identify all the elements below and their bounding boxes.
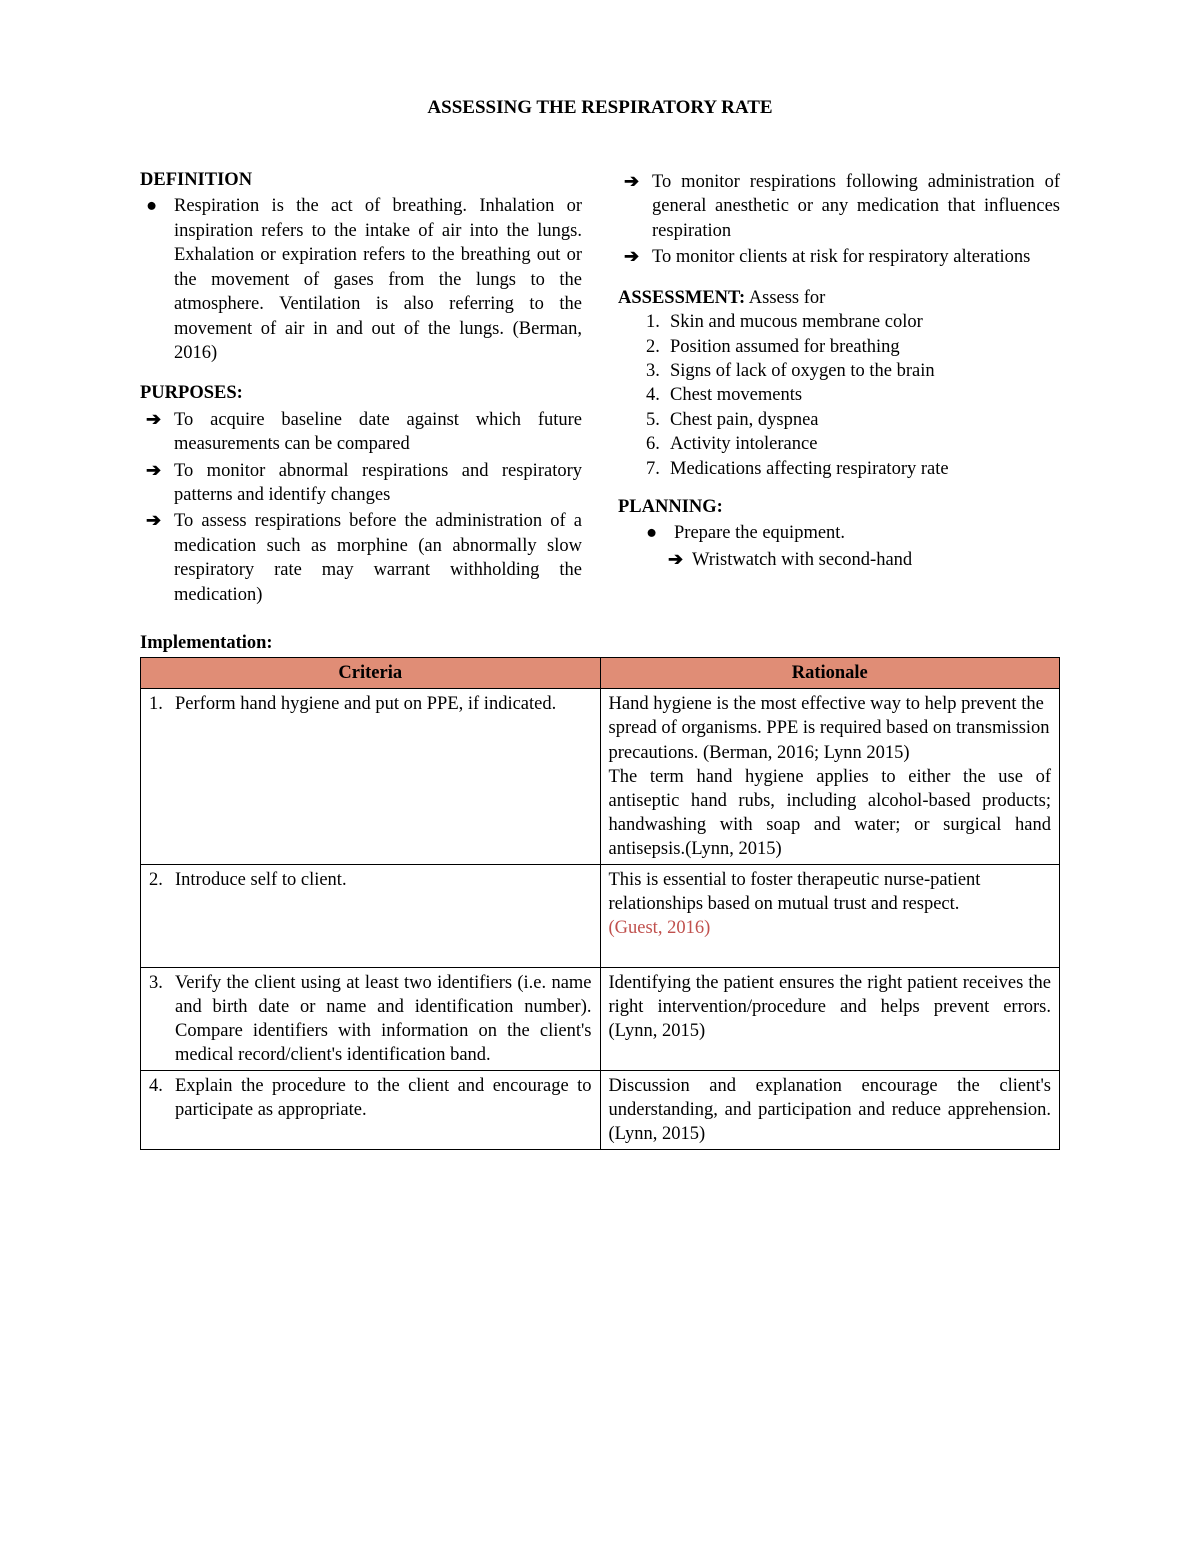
planning-bullet: ● Prepare the equipment. [640,521,1060,545]
planning-text: Prepare the equipment. [674,521,845,545]
list-item: 3.Signs of lack of oxygen to the brain [646,359,1060,383]
purpose-text: To monitor respirations following admini… [652,170,1060,243]
rationale-text-justified: Identifying the patient ensures the righ… [609,971,1052,1043]
rationale-text-justified: The term hand hygiene applies to either … [609,765,1052,861]
table-row: 1. Perform hand hygiene and put on PPE, … [141,689,1060,864]
left-column: DEFINITION ● Respiration is the act of b… [140,168,582,609]
criteria-text: Perform hand hygiene and put on PPE, if … [175,692,592,716]
rationale-cell: Discussion and explanation encourage the… [600,1071,1060,1150]
document-page: ASSESSING THE RESPIRATORY RATE DEFINITIO… [0,0,1200,1553]
planning-heading: PLANNING: [618,495,1060,519]
criteria-cell: 2. Introduce self to client. [149,868,592,892]
criteria-cell: 1. Perform hand hygiene and put on PPE, … [149,692,592,716]
table-header-row: Criteria Rationale [141,658,1060,689]
rationale-citation: (Guest, 2016) [609,918,711,938]
arrow-icon: ➔ [618,170,652,243]
list-item: 6.Activity intolerance [646,432,1060,456]
assessment-heading-line: ASSESSMENT: Assess for [618,286,1060,310]
right-column: ➔ To monitor respirations following admi… [618,168,1060,609]
assessment-list: 1.Skin and mucous membrane color 2.Posit… [646,310,1060,481]
definition-heading: DEFINITION [140,168,582,192]
list-item: 7.Medications affecting respiratory rate [646,457,1060,481]
definition-text: Respiration is the act of breathing. Inh… [174,194,582,365]
planning-sub-text: Wristwatch with second-hand [692,548,912,572]
row-number: 2. [149,868,175,892]
criteria-header: Criteria [141,658,601,689]
purpose-item: ➔ To monitor respirations following admi… [618,170,1060,243]
list-item: 4.Chest movements [646,383,1060,407]
bullet-marker: ● [640,521,674,545]
criteria-text: Introduce self to client. [175,868,592,892]
criteria-text: Explain the procedure to the client and … [175,1074,592,1122]
purposes-heading: PURPOSES: [140,381,582,405]
planning-sub-bullet: ➔ Wristwatch with second-hand [668,548,1060,572]
purpose-text: To assess respirations before the admini… [174,509,582,607]
row-number: 1. [149,692,175,716]
assessment-item-text: Signs of lack of oxygen to the brain [670,359,935,383]
bullet-marker: ● [140,194,174,365]
assessment-item-text: Chest pain, dyspnea [670,408,819,432]
arrow-icon: ➔ [140,509,174,607]
assessment-item-text: Activity intolerance [670,432,817,456]
rationale-header: Rationale [600,658,1060,689]
arrow-icon: ➔ [668,548,692,572]
row-number: 3. [149,971,175,1067]
two-column-layout: DEFINITION ● Respiration is the act of b… [140,168,1060,609]
table-row: 2. Introduce self to client. This is ess… [141,864,1060,967]
table-row: 4. Explain the procedure to the client a… [141,1071,1060,1150]
rationale-text-justified: Discussion and explanation encourage the… [609,1074,1052,1146]
rationale-text: Hand hygiene is the most effective way t… [609,692,1052,764]
purpose-text: To monitor abnormal respirations and res… [174,459,582,508]
criteria-cell: 4. Explain the procedure to the client a… [149,1074,592,1122]
row-number: 4. [149,1074,175,1122]
assessment-item-text: Position assumed for breathing [670,335,900,359]
assessment-heading: ASSESSMENT: [618,288,745,308]
rationale-cell: Hand hygiene is the most effective way t… [600,689,1060,864]
purpose-item: ➔ To monitor clients at risk for respira… [618,245,1060,269]
list-item: 1.Skin and mucous membrane color [646,310,1060,334]
purpose-item: ➔ To assess respirations before the admi… [140,509,582,607]
assessment-item-text: Medications affecting respiratory rate [670,457,949,481]
arrow-icon: ➔ [140,408,174,457]
list-item: 2.Position assumed for breathing [646,335,1060,359]
rationale-cell: This is essential to foster therapeutic … [600,864,1060,967]
assessment-subheading-text: Assess for [749,288,826,308]
list-item: 5.Chest pain, dyspnea [646,408,1060,432]
assessment-item-text: Skin and mucous membrane color [670,310,923,334]
assessment-item-text: Chest movements [670,383,802,407]
purpose-item: ➔ To acquire baseline date against which… [140,408,582,457]
purpose-item: ➔ To monitor abnormal respirations and r… [140,459,582,508]
purpose-text: To acquire baseline date against which f… [174,408,582,457]
table-row: 3. Verify the client using at least two … [141,967,1060,1070]
implementation-table: Criteria Rationale 1. Perform hand hygie… [140,657,1060,1150]
arrow-icon: ➔ [140,459,174,508]
purpose-text: To monitor clients at risk for respirato… [652,245,1060,269]
page-title: ASSESSING THE RESPIRATORY RATE [140,95,1060,120]
implementation-heading: Implementation: [140,631,1060,655]
rationale-cell: Identifying the patient ensures the righ… [600,967,1060,1070]
criteria-cell: 3. Verify the client using at least two … [149,971,592,1067]
arrow-icon: ➔ [618,245,652,269]
criteria-text: Verify the client using at least two ide… [175,971,592,1067]
rationale-text: This is essential to foster therapeutic … [609,870,981,914]
definition-bullet: ● Respiration is the act of breathing. I… [140,194,582,365]
